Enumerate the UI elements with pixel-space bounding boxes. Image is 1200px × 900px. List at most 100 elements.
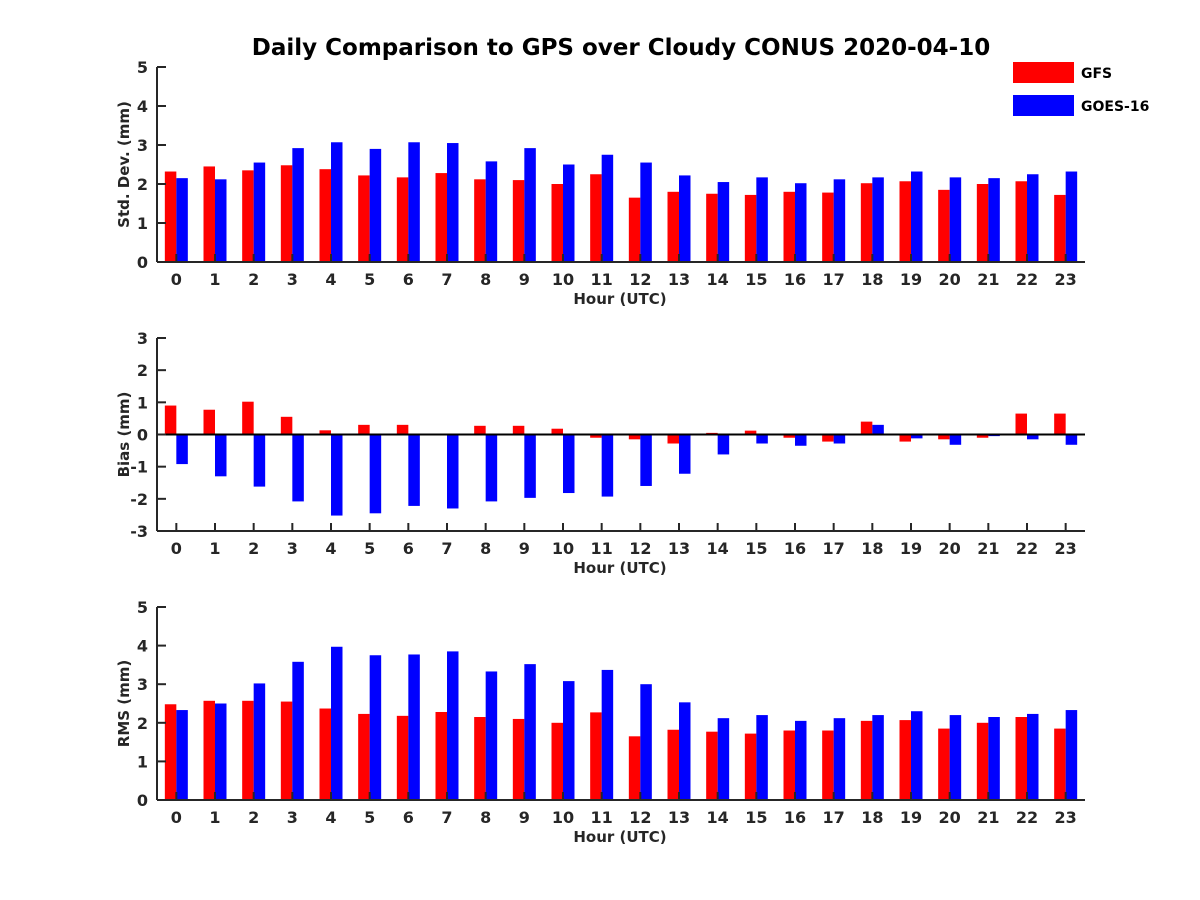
x-tick-label: 15 bbox=[745, 539, 767, 558]
bar-gfs-hour-22 bbox=[1015, 413, 1027, 435]
bar-gfs-hour-7 bbox=[435, 173, 447, 262]
x-tick-label: 0 bbox=[171, 539, 182, 558]
bar-goes-16-hour-13 bbox=[679, 434, 691, 474]
bar-gfs-hour-2 bbox=[242, 170, 254, 262]
bar-goes-16-hour-19 bbox=[911, 711, 923, 800]
x-tick-label: 13 bbox=[668, 270, 690, 289]
x-tick-label: 22 bbox=[1016, 808, 1038, 827]
bar-gfs-hour-10 bbox=[551, 428, 563, 435]
x-tick-label: 19 bbox=[900, 270, 922, 289]
x-axis-label: Hour (UTC) bbox=[573, 290, 666, 308]
bar-gfs-hour-15 bbox=[744, 430, 757, 435]
bar-goes-16-hour-12 bbox=[640, 684, 652, 800]
bar-goes-16-hour-7 bbox=[447, 651, 459, 800]
bar-goes-16-hour-12 bbox=[640, 162, 652, 262]
x-tick-label: 1 bbox=[209, 808, 220, 827]
y-tick-label: -3 bbox=[130, 522, 148, 541]
x-tick-label: 13 bbox=[668, 808, 690, 827]
x-tick-label: 23 bbox=[1055, 270, 1077, 289]
bar-goes-16-hour-23 bbox=[1065, 171, 1078, 262]
bar-goes-16-hour-22 bbox=[1027, 713, 1039, 800]
x-tick-label: 23 bbox=[1055, 539, 1077, 558]
x-tick-label: 5 bbox=[364, 808, 375, 827]
x-tick-label: 6 bbox=[403, 270, 414, 289]
x-tick-label: 21 bbox=[977, 808, 999, 827]
x-tick-label: 18 bbox=[861, 270, 883, 289]
x-tick-label: 7 bbox=[441, 270, 452, 289]
bar-gfs-hour-14 bbox=[706, 193, 718, 262]
x-tick-label: 16 bbox=[784, 808, 806, 827]
x-tick-label: 17 bbox=[823, 539, 845, 558]
x-tick-label: 12 bbox=[629, 270, 651, 289]
bar-goes-16-hour-3 bbox=[292, 434, 304, 502]
y-tick-label: 0 bbox=[137, 791, 148, 810]
bar-gfs-hour-1 bbox=[203, 700, 215, 800]
bar-goes-16-hour-10 bbox=[563, 434, 575, 494]
bar-gfs-hour-17 bbox=[822, 192, 834, 262]
bar-goes-16-hour-23 bbox=[1065, 434, 1078, 445]
legend-swatch-gfs bbox=[1013, 62, 1074, 83]
bar-gfs-hour-1 bbox=[203, 409, 215, 435]
bar-goes-16-hour-19 bbox=[911, 171, 923, 262]
bar-goes-16-hour-23 bbox=[1065, 710, 1078, 800]
bar-goes-16-hour-4 bbox=[331, 434, 343, 516]
bar-goes-16-hour-9 bbox=[524, 148, 536, 262]
y-tick-label: 4 bbox=[137, 637, 148, 656]
bar-goes-16-hour-14 bbox=[717, 718, 730, 800]
y-axis-label: RMS (mm) bbox=[115, 660, 133, 747]
bar-gfs-hour-14 bbox=[706, 731, 718, 800]
bar-goes-16-hour-15 bbox=[756, 715, 768, 800]
bar-gfs-hour-15 bbox=[744, 194, 757, 262]
bar-gfs-hour-3 bbox=[280, 701, 293, 800]
x-tick-label: 10 bbox=[552, 539, 574, 558]
y-tick-label: 0 bbox=[137, 253, 148, 272]
bar-goes-16-hour-21 bbox=[988, 178, 1000, 262]
bar-goes-16-hour-5 bbox=[369, 655, 382, 800]
bar-gfs-hour-11 bbox=[590, 174, 602, 262]
legend: GFS GOES-16 bbox=[1013, 62, 1149, 116]
bar-goes-16-hour-16 bbox=[795, 434, 807, 446]
y-tick-label: 2 bbox=[137, 714, 148, 733]
bar-gfs-hour-2 bbox=[242, 700, 254, 800]
bar-gfs-hour-19 bbox=[899, 434, 911, 442]
x-tick-label: 0 bbox=[171, 808, 182, 827]
y-axis-label: Std. Dev. (mm) bbox=[115, 101, 133, 228]
bar-goes-16-hour-3 bbox=[292, 661, 304, 800]
y-tick-label: 1 bbox=[137, 393, 148, 412]
x-tick-label: 3 bbox=[287, 270, 298, 289]
x-tick-label: 2 bbox=[248, 808, 259, 827]
x-tick-label: 20 bbox=[939, 539, 961, 558]
bar-gfs-hour-6 bbox=[396, 177, 409, 262]
x-tick-label: 11 bbox=[591, 270, 613, 289]
bar-gfs-hour-13 bbox=[667, 434, 679, 444]
bar-gfs-hour-2 bbox=[242, 401, 254, 435]
bar-gfs-hour-23 bbox=[1054, 413, 1066, 435]
bar-gfs-hour-6 bbox=[396, 424, 409, 435]
x-tick-label: 16 bbox=[784, 270, 806, 289]
bar-gfs-hour-5 bbox=[358, 713, 370, 800]
bar-goes-16-hour-9 bbox=[524, 664, 536, 800]
x-tick-label: 6 bbox=[403, 539, 414, 558]
x-tick-label: 5 bbox=[364, 539, 375, 558]
bar-goes-16-hour-1 bbox=[215, 179, 227, 262]
x-tick-label: 8 bbox=[480, 808, 491, 827]
x-tick-label: 9 bbox=[519, 539, 530, 558]
bar-gfs-hour-18 bbox=[860, 183, 873, 262]
bar-goes-16-hour-8 bbox=[485, 161, 498, 262]
bar-gfs-hour-1 bbox=[203, 166, 215, 262]
bar-goes-16-hour-3 bbox=[292, 148, 304, 262]
bar-goes-16-hour-18 bbox=[872, 177, 884, 262]
bar-gfs-hour-11 bbox=[590, 434, 602, 438]
bar-gfs-hour-17 bbox=[822, 730, 834, 800]
figure-title: Daily Comparison to GPS over Cloudy CONU… bbox=[252, 35, 990, 61]
bar-gfs-hour-5 bbox=[358, 175, 370, 262]
bar-gfs-hour-10 bbox=[551, 722, 563, 800]
bar-gfs-hour-11 bbox=[590, 712, 602, 800]
bar-goes-16-hour-2 bbox=[253, 434, 266, 487]
y-tick-label: 1 bbox=[137, 214, 148, 233]
bar-goes-16-hour-19 bbox=[911, 434, 923, 439]
bar-goes-16-hour-5 bbox=[369, 148, 382, 262]
bar-gfs-hour-4 bbox=[319, 169, 331, 262]
bar-gfs-hour-12 bbox=[628, 197, 641, 262]
y-tick-label: 2 bbox=[137, 361, 148, 380]
